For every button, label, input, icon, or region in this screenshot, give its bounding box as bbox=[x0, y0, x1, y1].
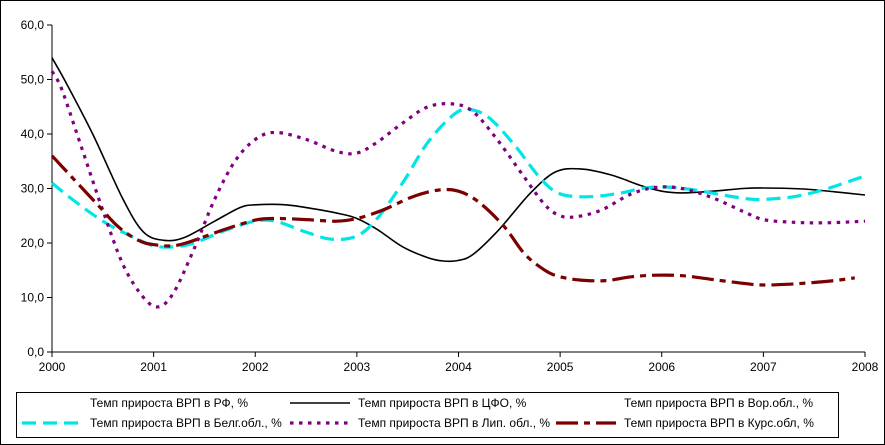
y-tick-label: 0,0 bbox=[27, 345, 44, 359]
x-tick-label: 2003 bbox=[344, 360, 371, 374]
y-tick-label: 60,0 bbox=[21, 18, 45, 32]
legend-entry-1: Темп прироста ВРП в ЦФО, % bbox=[358, 396, 527, 410]
legend-entry-5: Темп прироста ВРП в Курс.обл, % bbox=[624, 416, 814, 430]
legend-entry-2: Темп прироста ВРП в Вор.обл., % bbox=[624, 396, 813, 410]
x-tick-label: 2001 bbox=[140, 360, 167, 374]
axes: 0,0 10,0 20,0 30,0 40,0 50,0 60,0 2000 2001 2002 2… bbox=[21, 18, 879, 374]
y-tick-label: 20,0 bbox=[21, 236, 45, 250]
x-tick-label: 2007 bbox=[750, 360, 777, 374]
x-tick-label: 2008 bbox=[852, 360, 879, 374]
x-tick-label: 2002 bbox=[242, 360, 269, 374]
y-tick-label: 50,0 bbox=[21, 73, 45, 87]
y-tick-label: 40,0 bbox=[21, 127, 45, 141]
series-line-1 bbox=[51, 57, 866, 263]
series-line-5 bbox=[50, 154, 855, 287]
legend-entry-3: Темп прироста ВРП в Белг.обл., % bbox=[90, 416, 282, 430]
series-line-3 bbox=[50, 107, 866, 249]
x-tick-label: 2005 bbox=[547, 360, 574, 374]
x-tick-label: 2000 bbox=[39, 360, 66, 374]
series-line-4 bbox=[50, 70, 866, 309]
legend-entry-4: Темп прироста ВРП в Лип. обл., % bbox=[358, 416, 550, 430]
x-tick-label: 2006 bbox=[648, 360, 675, 374]
x-tick-label: 2004 bbox=[445, 360, 472, 374]
y-tick-label: 10,0 bbox=[21, 291, 45, 305]
legend-box bbox=[16, 392, 839, 438]
legend-entry-0: Темп прироста ВРП в РФ, % bbox=[90, 396, 248, 410]
series-lines bbox=[50, 57, 866, 309]
legend: Темп прироста ВРП в РФ, % Темп прироста В… bbox=[16, 392, 839, 438]
y-tick-label: 30,0 bbox=[21, 182, 45, 196]
